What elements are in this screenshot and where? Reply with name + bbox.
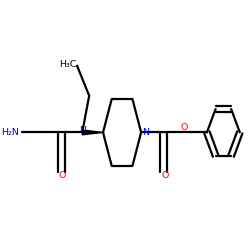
Text: O: O (59, 172, 66, 180)
Text: O: O (181, 123, 188, 132)
Polygon shape (82, 130, 103, 135)
Text: N: N (142, 128, 149, 137)
Text: O: O (161, 172, 168, 180)
Text: N: N (79, 126, 86, 136)
Text: H₃C: H₃C (60, 60, 77, 69)
Text: H₂N: H₂N (2, 128, 19, 137)
